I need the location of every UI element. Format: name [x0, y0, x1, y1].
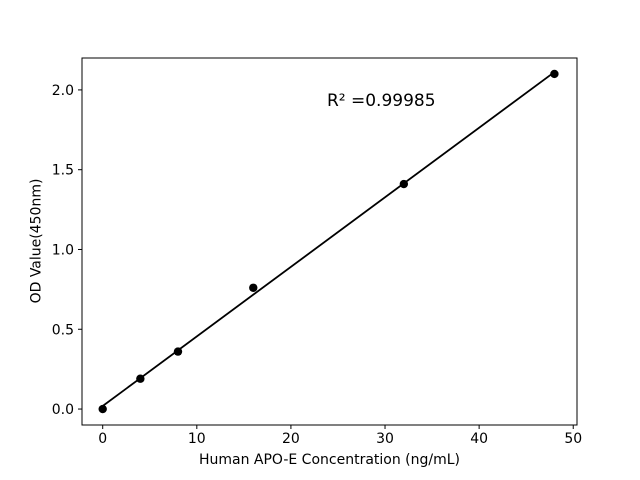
x-tick-label: 40 [470, 431, 488, 447]
y-tick-label: 0.0 [52, 402, 74, 418]
y-axis-label: OD Value(450nm) [28, 178, 45, 304]
x-tick-label: 50 [564, 431, 582, 447]
y-tick-label: 1.0 [52, 242, 74, 258]
y-tick-label: 1.5 [52, 163, 74, 179]
x-tick-label: 0 [98, 431, 107, 447]
data-point [249, 283, 258, 292]
y-tick-label: 0.5 [52, 322, 74, 338]
x-tick-label: 20 [282, 431, 300, 447]
trend-line [102, 71, 555, 407]
data-point [173, 347, 183, 356]
x-axis-label: Human APO-E Concentration (ng/mL) [198, 452, 461, 468]
plot-border [81, 57, 578, 426]
y-tick-label: 2.0 [52, 83, 74, 99]
x-tick-label: 10 [188, 431, 206, 447]
r-squared-annotation: R² =0.99985 [326, 91, 436, 112]
data-point [98, 404, 107, 414]
data-point [550, 69, 559, 79]
data-point [399, 179, 409, 189]
x-tick-label: 30 [376, 431, 394, 447]
data-point [136, 374, 145, 383]
